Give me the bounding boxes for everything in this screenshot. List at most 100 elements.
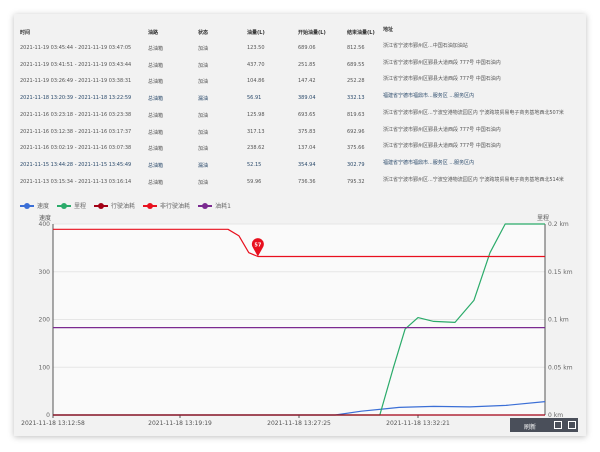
chart-toolbar: 刷新 [510,418,578,432]
cell: 2021-11-13 03:15:34 - 2021-11-13 03:16:1… [20,178,132,185]
legend-marker [94,202,109,209]
refresh-button[interactable]: 刷新 [524,424,537,431]
legend-label: 速度 [37,203,50,210]
y-tick-left: 200 [39,317,51,324]
x-tick-label: 2021-11-18 13:19:19 [148,420,212,427]
cell: 地址 [383,27,394,33]
legend-label: 行驶油耗 [111,203,136,210]
cell: 开始油量(L) [298,30,326,36]
cell: 加油 [198,129,209,136]
cell: 123.50 [247,45,265,51]
legend-item[interactable]: 速度 [20,201,49,210]
y-tick-left: 0 [46,412,50,419]
cell: 692.96 [347,128,365,135]
chart-legend: 速度 里程 行驶油耗 非行驶油耗 油耗1 [20,201,231,210]
cell: 总油箱 [148,79,164,86]
fullscreen-icon[interactable] [568,421,576,429]
cell: 福建省宁德市福鼎市...服务区 ...服务区内 [383,93,475,100]
cell: 加油 [198,112,209,119]
cell: 浙江省宁波市鄞州区...中国石油加油站 [383,43,468,49]
cell: 浙江省宁波市鄞州区鄞县大道西段 777号 中国石油内 [383,143,501,150]
legend-item[interactable]: 行驶油耗 [94,201,135,210]
cell: 375.66 [347,145,365,152]
cell: 689.55 [347,61,365,68]
cell: 104.86 [247,78,265,85]
cell: 加油 [198,46,209,52]
cell: 819.63 [347,111,365,118]
cell: 437.70 [247,61,265,68]
x-tick-label: 2021-11-18 13:32:21 [386,420,450,427]
cell: 317.13 [247,128,265,135]
annotation-pin [251,238,264,257]
y-axis-label-right: 里程 [537,214,549,222]
cell: 总油箱 [148,129,164,136]
x-tick-label: 2021-11-18 13:27:25 [267,420,331,427]
cell: 332.13 [347,95,365,102]
cell: 浙江省宁波市鄞州区鄞县大道西段 777号 中国石油内 [383,59,501,66]
table-row: 2021-11-18 13:20:39 - 2021-11-18 13:22:5… [14,90,586,106]
cell: 375.83 [298,128,316,135]
cell: 福建省宁德市福鼎市...服务区 ...服务区内 [383,159,475,166]
cell: 浙江省宁波市鄞州区鄞县大道西段 777号 中国石油内 [383,126,501,133]
cell: 总油箱 [148,96,164,103]
cell: 52.15 [247,161,262,168]
cell: 总油箱 [148,112,164,119]
legend-item[interactable]: 非行驶油耗 [143,201,190,210]
table-header: 时间 油路 状态 油量(L) 开始油量(L) 结束油量(L) 地址 [14,24,586,40]
annotation-label: 57 [254,242,261,248]
cell: 油路 [148,30,159,36]
legend-marker [143,202,158,209]
cell: 689.06 [298,45,316,51]
cell: 总油箱 [148,146,164,153]
series-line-里程 [53,223,545,416]
legend-marker [20,202,34,209]
cell: 漏油 [198,96,209,103]
cell: 总油箱 [148,46,164,52]
table-row: 2021-11-16 03:23:18 - 2021-11-16 03:23:3… [14,107,586,123]
table-row: 2021-11-13 03:15:34 - 2021-11-13 03:16:1… [14,174,586,190]
cell: 251.85 [298,61,316,68]
legend-marker [198,202,213,209]
cell: 56.91 [247,95,262,102]
x-tick-label: 2021-11-18 13:12:58 [21,420,85,427]
cell: 302.79 [347,161,365,168]
table-row: 2021-11-19 03:26:49 - 2021-11-19 03:38:3… [14,73,586,89]
cell: 812.56 [347,45,365,51]
y-tick-right: 0.1 km [548,317,569,324]
cell: 加油 [198,79,209,86]
cell: 147.42 [298,78,316,85]
cell: 2021-11-15 13:44:28 - 2021-11-15 13:45:4… [20,161,132,168]
oil-chart: 0 0 km 100 0.05 km 200 0.1 km 300 0.15 km 400 0.2… [21,214,573,427]
cell: 2021-11-19 03:45:44 - 2021-11-19 03:47:0… [20,45,132,51]
cell: 2021-11-19 03:26:49 - 2021-11-19 03:38:3… [20,78,132,85]
cell: 125.98 [247,111,265,118]
cell: 2021-11-19 03:41:51 - 2021-11-19 03:43:4… [20,61,132,68]
legend-label: 里程 [74,203,87,210]
y-tick-right: 0.2 km [548,221,569,228]
legend-item[interactable]: 里程 [57,201,86,210]
y-tick-right: 0 km [548,412,563,419]
cell: 总油箱 [148,162,164,169]
legend-item[interactable]: 油耗1 [198,201,231,210]
restore-icon[interactable] [554,421,562,429]
cell: 加油 [198,179,209,186]
y-tick-right: 0.15 km [548,269,573,276]
y-tick-left: 100 [39,364,51,371]
cell: 354.94 [298,161,316,168]
legend-label: 非行驶油耗 [160,203,191,210]
cell: 2021-11-16 03:23:18 - 2021-11-16 03:23:3… [20,111,132,118]
cell: 2021-11-16 03:12:38 - 2021-11-16 03:17:3… [20,128,132,135]
table-row: 2021-11-19 03:41:51 - 2021-11-19 03:43:4… [14,57,586,73]
legend-label: 油耗1 [215,203,231,210]
oil-event-panel: 时间 油路 状态 油量(L) 开始油量(L) 结束油量(L) 地址 2021-11-19 03… [14,14,586,436]
legend-marker [57,202,72,209]
cell: 结束油量(L) [347,30,375,36]
cell: 137.04 [298,145,316,152]
cell: 浙江省宁波市鄞州区...宁波空港物流园区内 宁波跨境贸易电子商务基地西北514米 [383,176,564,183]
cell: 238.62 [247,145,265,152]
cell: 漏油 [198,162,209,169]
cell: 736.36 [298,178,316,185]
cell: 2021-11-18 13:20:39 - 2021-11-18 13:22:5… [20,95,132,102]
cell: 油量(L) [247,30,265,36]
cell: 252.28 [347,78,365,85]
